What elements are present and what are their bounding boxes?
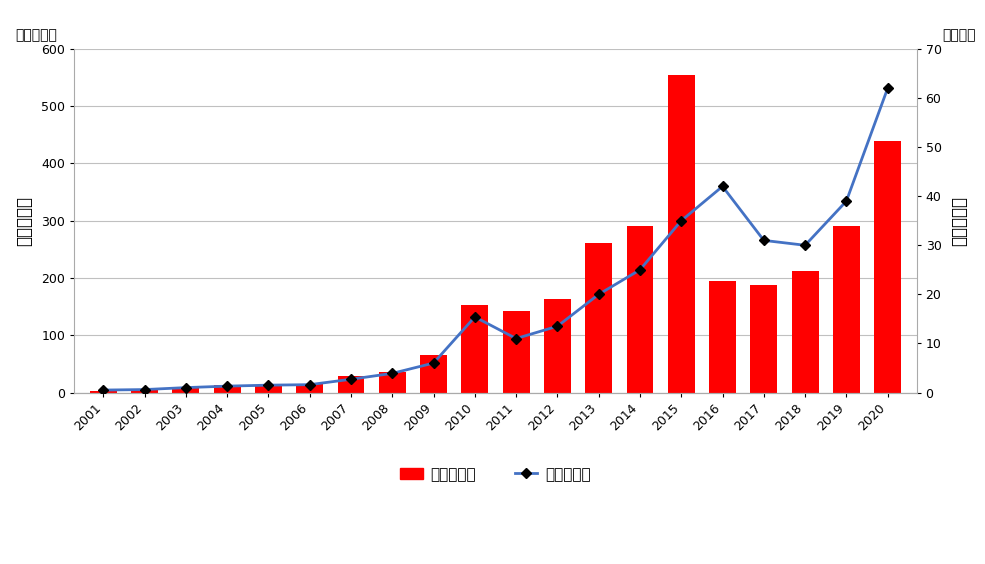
Legend: 单边成交额, 单边成交量: 单边成交额, 单边成交量 [394, 461, 597, 488]
Bar [90, 391, 116, 393]
Bar [255, 385, 282, 393]
Bar [792, 271, 819, 393]
Bar [502, 311, 530, 393]
Text: （万亿元）: （万亿元） [16, 28, 57, 42]
Bar [544, 299, 570, 393]
Bar [461, 305, 489, 393]
Bar [131, 390, 158, 393]
Bar [296, 385, 323, 393]
Bar [214, 385, 240, 393]
Bar [585, 243, 612, 393]
Bar [172, 387, 199, 393]
Bar [421, 355, 447, 393]
Y-axis label: 单边成交量: 单边成交量 [950, 196, 968, 246]
Bar [379, 372, 406, 393]
Bar [626, 227, 653, 393]
Bar [875, 140, 901, 393]
Bar [668, 76, 694, 393]
Bar [338, 377, 364, 393]
Bar [709, 281, 736, 393]
Text: （亿手）: （亿手） [942, 28, 975, 42]
Bar [833, 227, 860, 393]
Bar [751, 285, 777, 393]
Y-axis label: 单边成交额: 单边成交额 [15, 196, 33, 246]
